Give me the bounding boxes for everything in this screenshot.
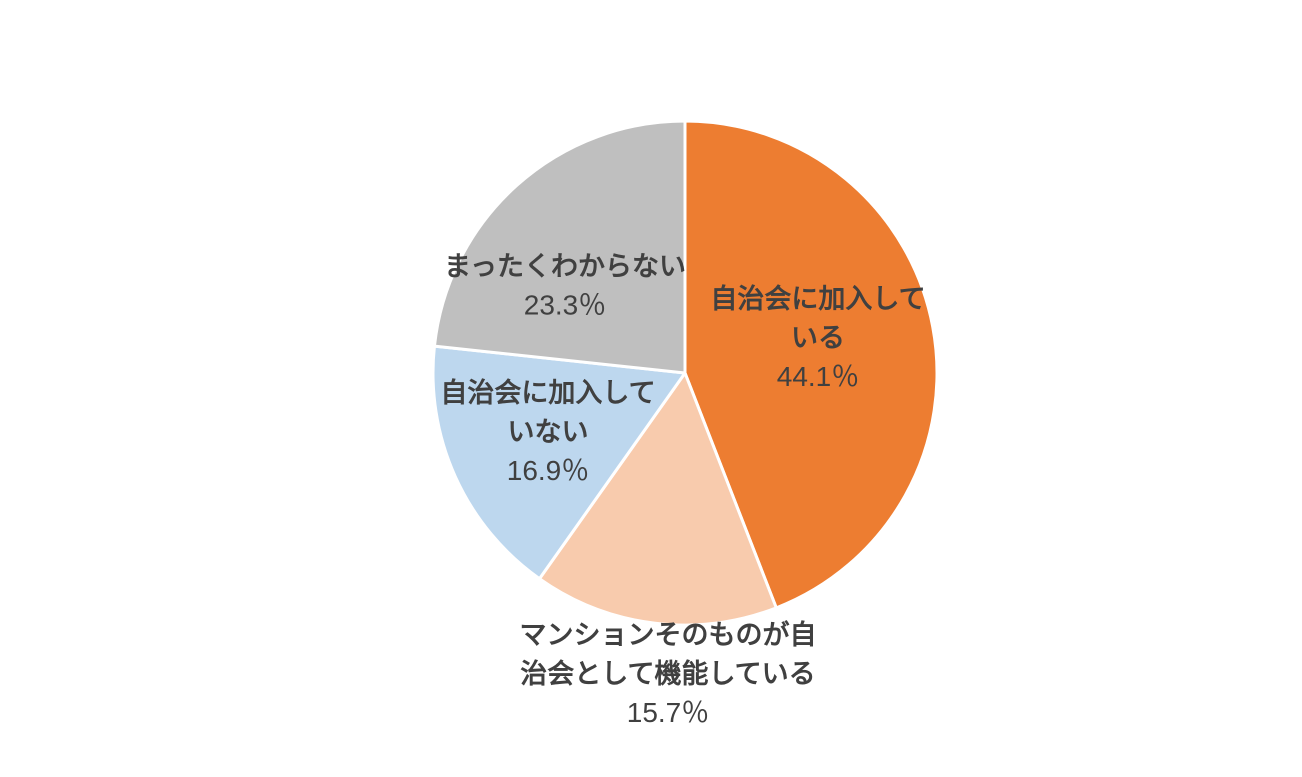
- slice-value-label: 23.3％: [524, 289, 607, 320]
- pie-slice-2: [431, 344, 687, 581]
- slice-label-line: 自治会に加入して: [710, 283, 925, 315]
- pie-labels: 自治会に加入している44.1％マンションそのものが自治会として機能している15.…: [440, 252, 925, 728]
- pie-slice-0: [683, 119, 939, 610]
- slice-label-line: いない: [508, 417, 589, 448]
- slice-label-line: マンションそのものが自: [520, 619, 817, 651]
- data-label-3: まったくわからない 23.3％: [444, 252, 686, 321]
- slice-label-line: 自治会に加入して: [440, 377, 655, 409]
- slice-label-line: 治会として機能している: [520, 658, 815, 690]
- slice-value-label: 44.1％: [777, 361, 860, 392]
- slice-label-line: いる: [791, 323, 845, 354]
- slice-value-label: 16.9％: [507, 455, 590, 486]
- pie-slice-3: [432, 119, 687, 375]
- slice-label-line: まったくわからない: [444, 252, 686, 283]
- pie-slice-1: [537, 371, 778, 627]
- slice-value-label: 15.7％: [627, 697, 710, 728]
- pie-slices: [431, 119, 939, 627]
